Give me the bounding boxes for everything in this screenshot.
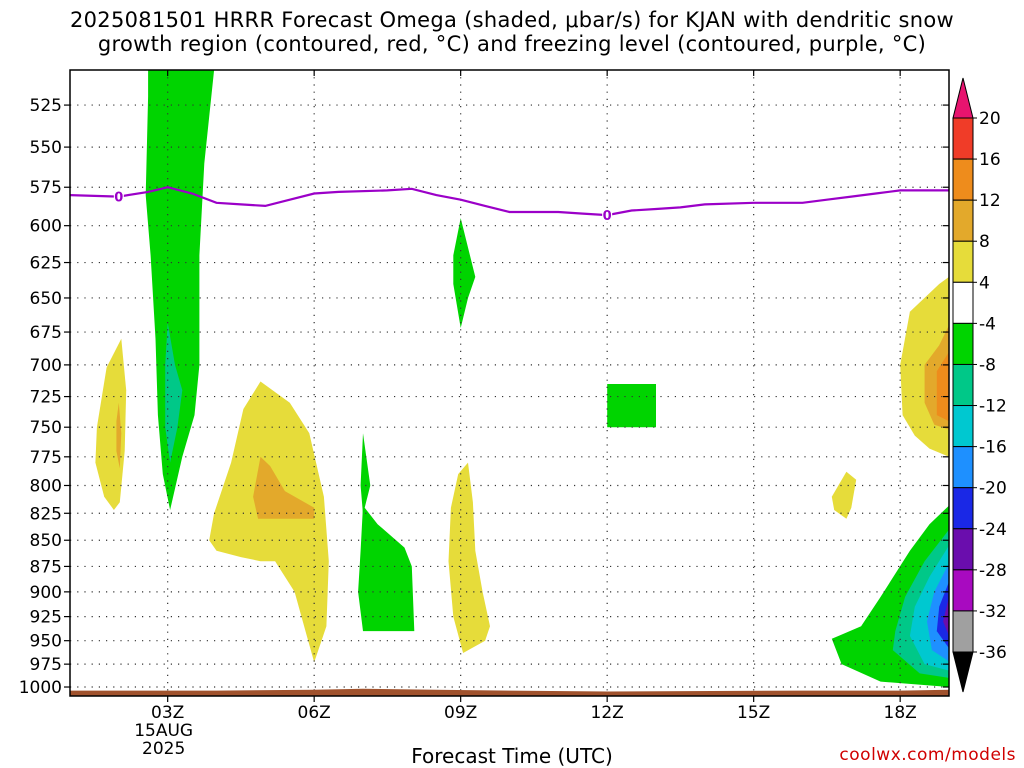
colorbar-swatch	[952, 322, 974, 365]
x-tick-sublabel: 2025	[142, 739, 185, 759]
chart-title-line-2: growth region (contoured, red, °C) and f…	[97, 32, 927, 56]
colorbar-swatch	[952, 363, 974, 407]
y-tick-label: 925	[30, 608, 62, 628]
colorbar-label: -20	[979, 479, 1007, 499]
colorbar-label: -16	[979, 438, 1007, 458]
colorbar-label: 20	[979, 109, 1001, 129]
colorbar-swatch	[952, 117, 974, 160]
colorbar-swatch	[952, 281, 974, 324]
colorbar-swatch	[952, 487, 974, 530]
colorbar-label: -4	[979, 314, 996, 334]
x-tick-label: 12Z	[591, 703, 624, 723]
omega-region-subsidence-0140z-core	[116, 402, 122, 469]
omega-region-ascent-1830z-e	[936, 581, 949, 649]
colorbar-label: -36	[979, 643, 1007, 663]
omega-region-subsidence-09z	[448, 462, 490, 653]
colorbar-swatch	[952, 569, 974, 612]
y-tick-label: 825	[30, 504, 62, 524]
colorbar-label: 16	[979, 150, 1001, 170]
freezing-level-label-bg	[602, 208, 613, 223]
colorbar-swatch	[952, 610, 974, 653]
omega-region-subsidence-05z	[209, 381, 329, 663]
site-credit: coolwx.com/models	[839, 745, 1016, 765]
x-axis-title: Forecast Time (UTC)	[411, 744, 613, 768]
y-tick-label: 950	[30, 632, 62, 652]
plot-area: 00	[70, 70, 949, 696]
x-tick-label: 15Z	[737, 703, 770, 723]
colorbar-swatch	[952, 240, 974, 283]
y-tick-label: 900	[30, 583, 62, 603]
y-tick-label: 675	[30, 323, 62, 343]
y-tick-label: 625	[30, 254, 62, 274]
y-tick-label: 875	[30, 557, 62, 577]
y-tick-label: 700	[30, 356, 62, 376]
x-tick-label: 03Z	[151, 703, 184, 723]
colorbar-label: -24	[979, 520, 1007, 540]
omega-region-ascent-09z-sliver	[453, 218, 476, 328]
colorbar-swatch	[952, 158, 974, 201]
freezing-level-label-bg	[113, 189, 124, 204]
freezing-level-label: 0	[603, 209, 612, 224]
x-tick-label: 09Z	[444, 703, 477, 723]
chart-title-line-1: 2025081501 HRRR Forecast Omega (shaded, …	[69, 8, 954, 32]
omega-region-ascent-0645z-needle	[360, 433, 371, 515]
omega-region-subsidence-05z-core	[253, 456, 315, 519]
colorbar-label: 8	[979, 232, 990, 252]
plot-frame	[69, 69, 950, 697]
omega-region-ascent-core-03z	[165, 322, 183, 463]
colorbar-label: 4	[979, 273, 990, 293]
colorbar-label: -12	[979, 397, 1007, 417]
y-tick-label: 800	[30, 476, 62, 496]
freezing-level-label: 0	[114, 191, 123, 206]
omega-region-subsidence-17z-blob	[831, 471, 857, 519]
terrain-fill	[70, 688, 949, 696]
colorbar-bottom-triangle	[952, 651, 974, 693]
y-tick-label: 650	[30, 289, 62, 309]
x-tick-sublabel: 15AUG	[134, 721, 193, 741]
colorbar-swatch	[952, 199, 974, 242]
colorbar-swatch	[952, 446, 974, 489]
colorbar-top-triangle	[952, 77, 974, 119]
colorbar-label: 12	[979, 191, 1001, 211]
x-tick-label: 06Z	[298, 703, 331, 723]
colorbar-label: -8	[979, 355, 996, 375]
y-tick-label: 850	[30, 531, 62, 551]
omega-region-subsidence-1830z-inner	[936, 351, 949, 422]
y-tick-label: 725	[30, 388, 62, 408]
omega-region-subsidence-0140z	[95, 338, 127, 510]
colorbar-label: -28	[979, 561, 1007, 581]
y-tick-label: 600	[30, 217, 62, 237]
omega-region-ascent-1230z-box	[607, 384, 656, 428]
omega-region-ascent-column-03z	[145, 70, 215, 510]
y-tick-label: 750	[30, 418, 62, 438]
y-tick-label: 975	[30, 655, 62, 675]
colorbar-label: -32	[979, 602, 1007, 622]
freezing-level-line	[70, 186, 949, 217]
y-tick-label: 1000	[19, 678, 62, 698]
y-tick-label: 575	[30, 178, 62, 198]
colorbar-swatch	[952, 528, 974, 571]
y-tick-label: 550	[30, 138, 62, 158]
omega-region-ascent-0730z	[358, 505, 415, 632]
y-tick-label: 525	[30, 96, 62, 116]
x-tick-label: 18Z	[884, 703, 917, 723]
y-tick-label: 775	[30, 448, 62, 468]
colorbar-swatch	[952, 405, 974, 448]
